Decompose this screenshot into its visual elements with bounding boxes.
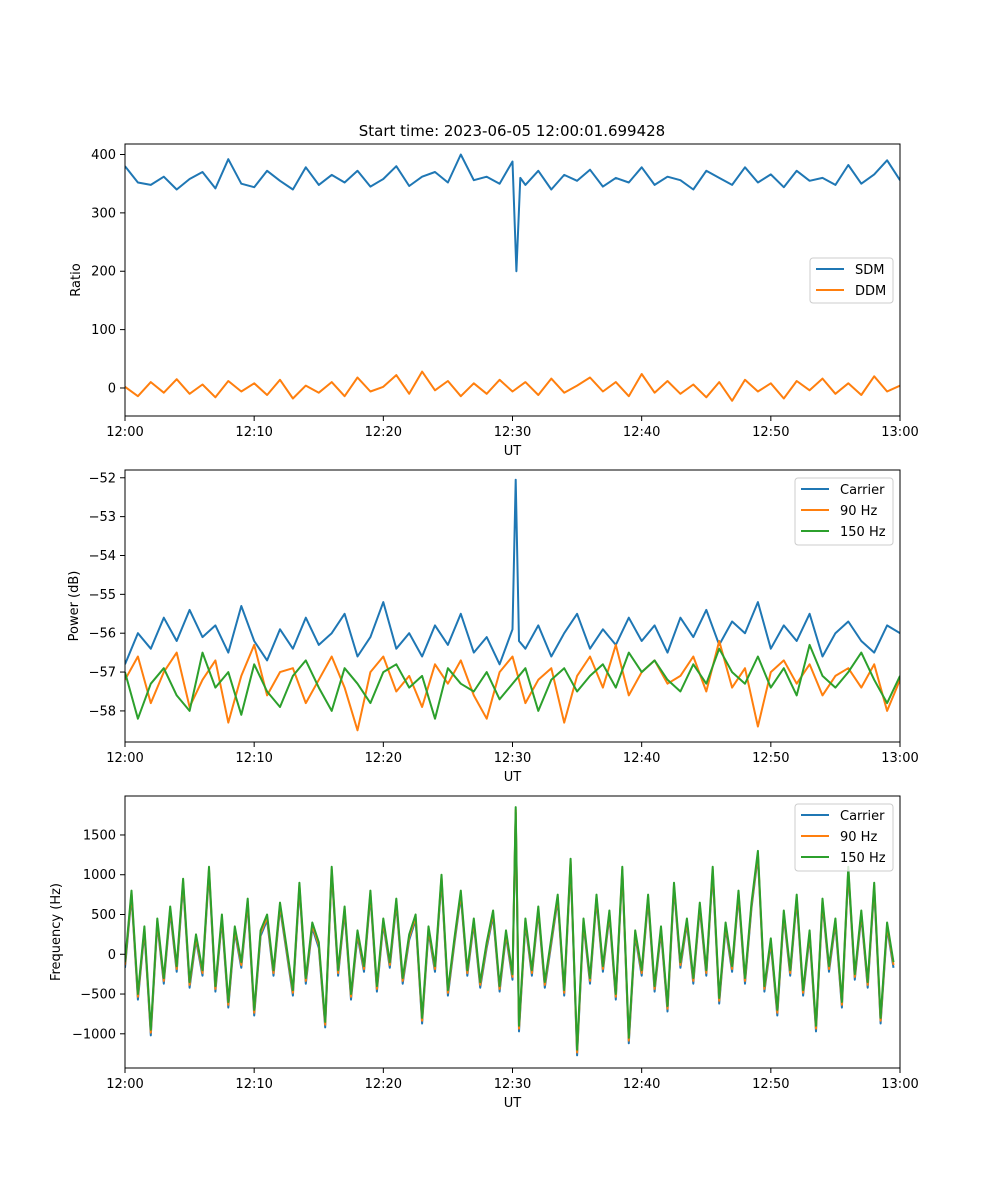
x-tick-label: 12:00 (106, 751, 143, 766)
series-line-90-hz (125, 808, 895, 1054)
series-line-150-hz (125, 806, 895, 1051)
legend-label: DDM (855, 284, 886, 299)
legend-label: SDM (855, 263, 884, 278)
y-tick-label: 0 (108, 381, 116, 396)
x-tick-label: 12:10 (235, 425, 272, 440)
y-tick-label: 0 (108, 948, 116, 963)
x-tick-label: 12:20 (365, 425, 402, 440)
chart-panels: 12:00 12:10 12:20 12:30 12:40 12:50 13:00 0 100 2… (49, 143, 919, 1111)
x-tick-label: 12:10 (235, 751, 272, 766)
x-tick-label: 12:50 (752, 1077, 789, 1092)
x-tick-label: 12:40 (623, 1077, 660, 1092)
x-axis-label: UT (504, 444, 522, 459)
x-tick-label: 12:50 (752, 425, 789, 440)
series-line-sdm (125, 153, 900, 273)
series-group (125, 153, 900, 402)
x-axis-label: UT (504, 770, 522, 785)
x-tick-label: 12:10 (235, 1077, 272, 1092)
x-tick-label: 13:00 (881, 751, 918, 766)
legend-label: 150 Hz (840, 851, 886, 866)
y-tick-label: 300 (91, 206, 116, 221)
x-axis-label: UT (504, 1096, 522, 1111)
x-tick-label: 12:00 (106, 425, 143, 440)
chart-panel-3: 12:00 12:10 12:20 12:30 12:40 12:50 13:00 −1000… (49, 795, 919, 1111)
y-tick-label: 1500 (83, 828, 116, 843)
chart-panel-2: 12:00 12:10 12:20 12:30 12:40 12:50 13:00 −58 −5… (67, 469, 919, 785)
legend-box (794, 803, 894, 872)
y-tick-label: −58 (89, 704, 116, 719)
y-tick-label: 400 (91, 148, 116, 163)
y-tick-label: 1000 (83, 868, 116, 883)
series-group (125, 806, 895, 1057)
x-tick-label: 12:20 (365, 1077, 402, 1092)
series-line-150-hz (125, 643, 900, 720)
legend-label: Carrier (840, 483, 885, 498)
chart-panel-1: 12:00 12:10 12:20 12:30 12:40 12:50 13:00 0 100 2… (69, 143, 919, 459)
x-tick-label: 13:00 (881, 1077, 918, 1092)
x-tick-label: 12:30 (494, 425, 531, 440)
y-tick-label: 500 (91, 908, 116, 923)
y-tick-label: −53 (89, 510, 116, 525)
series-line-ddm (125, 370, 900, 402)
x-tick-label: 12:50 (752, 751, 789, 766)
y-axis-label: Ratio (69, 263, 84, 296)
y-tick-label: −500 (80, 988, 116, 1003)
y-tick-label: 200 (91, 265, 116, 280)
y-tick-label: −1000 (72, 1027, 116, 1042)
x-tick-label: 13:00 (881, 425, 918, 440)
x-tick-label: 12:30 (494, 1077, 531, 1092)
x-tick-label: 12:00 (106, 1077, 143, 1092)
y-axis-label: Power (dB) (67, 571, 82, 642)
legend-label: 90 Hz (840, 830, 877, 845)
chart-title: Start time: 2023-06-05 12:00:01.699428 (359, 122, 665, 140)
y-tick-label: 100 (91, 323, 116, 338)
legend-label: 150 Hz (840, 525, 886, 540)
y-tick-label: −57 (89, 666, 116, 681)
y-axis-label: Frequency (Hz) (49, 883, 64, 981)
x-tick-label: 12:20 (365, 751, 402, 766)
y-tick-label: −55 (89, 588, 116, 603)
y-tick-label: −56 (89, 627, 116, 642)
legend-box (794, 477, 894, 546)
x-tick-label: 12:40 (623, 425, 660, 440)
legend-label: Carrier (840, 809, 885, 824)
legend: Carrier 90 Hz 150 Hz (794, 803, 894, 872)
x-tick-label: 12:30 (494, 751, 531, 766)
legend: SDM DDM (809, 257, 894, 304)
x-tick-label: 12:40 (623, 751, 660, 766)
series-line-90-hz (125, 640, 900, 732)
series-line-carrier (125, 811, 895, 1057)
legend-label: 90 Hz (840, 504, 877, 519)
y-tick-label: −52 (89, 471, 116, 486)
legend: Carrier 90 Hz 150 Hz (794, 477, 894, 546)
series-group (125, 478, 900, 732)
y-tick-label: −54 (89, 549, 116, 564)
series-line-carrier (125, 478, 900, 666)
